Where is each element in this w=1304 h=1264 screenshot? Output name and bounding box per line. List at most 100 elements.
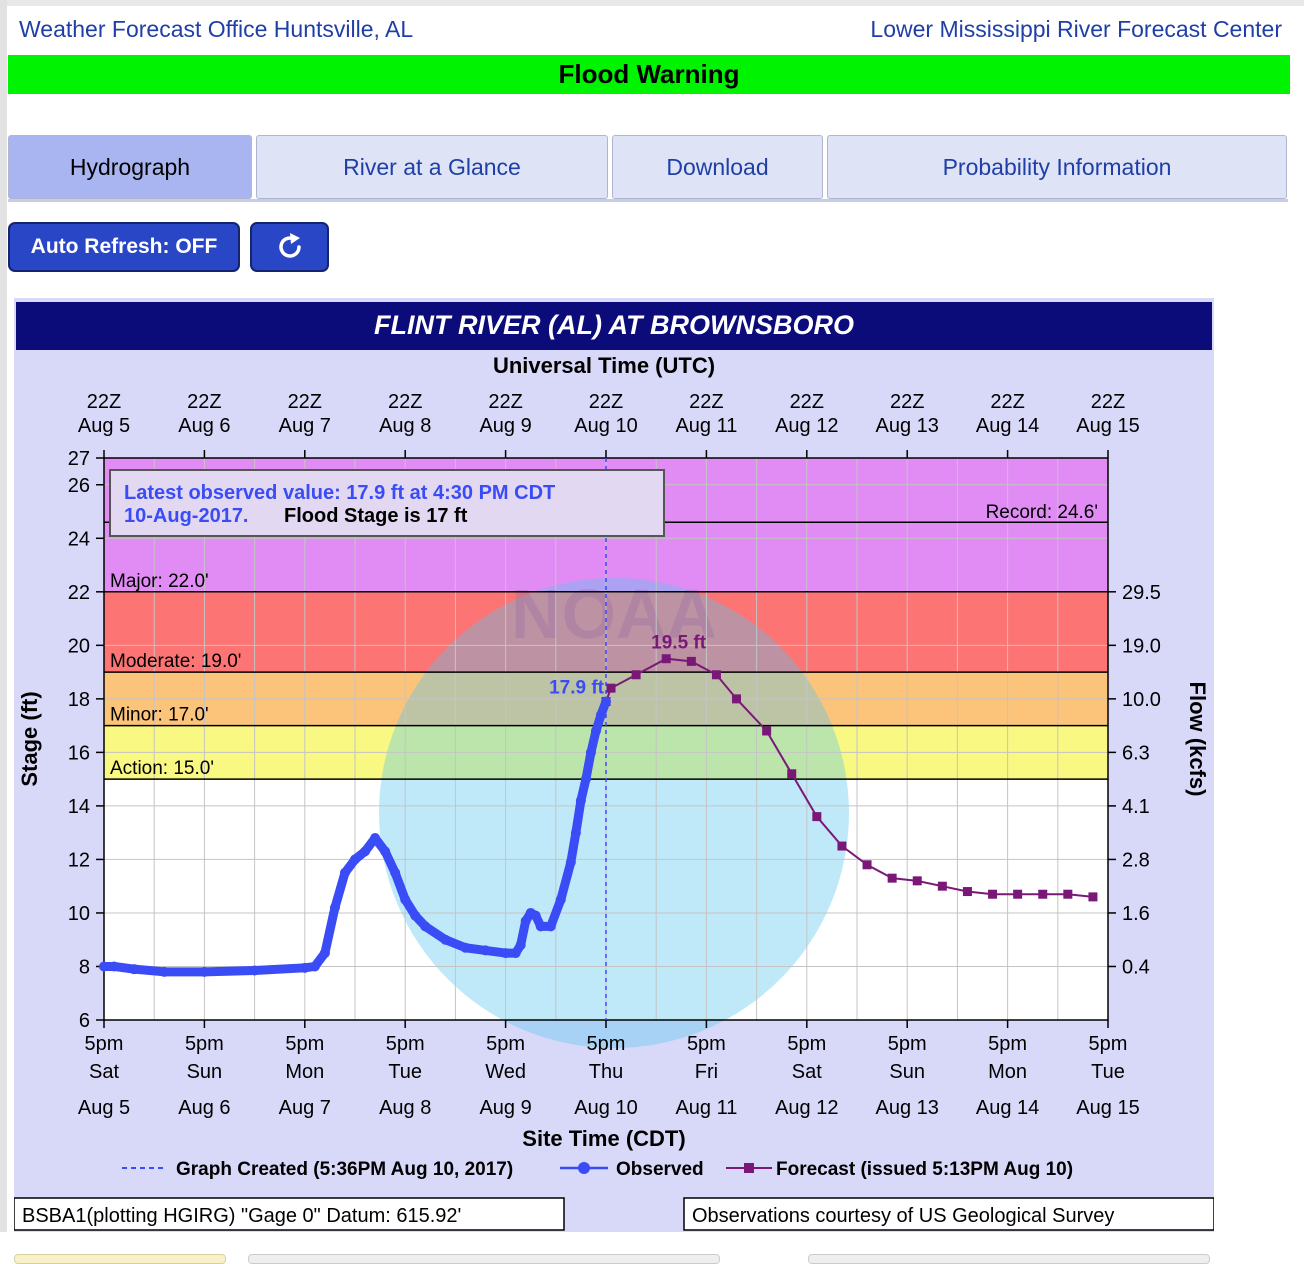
observed-point: [370, 833, 381, 844]
utc-tick-time: 22Z: [388, 391, 422, 413]
observed-point: [510, 948, 521, 959]
forecast-point: [937, 881, 947, 891]
forecast-point: [686, 656, 696, 666]
utc-tick-date: Aug 9: [479, 415, 531, 437]
observed-point: [500, 948, 511, 959]
forecast-point: [988, 889, 998, 899]
band-label: Minor: 17.0': [110, 705, 209, 726]
tab-probability-information[interactable]: Probability Information: [827, 135, 1287, 199]
observed-point: [299, 962, 310, 973]
utc-tick-time: 22Z: [87, 391, 121, 413]
forecast-point: [606, 683, 616, 693]
utc-tick-date: Aug 8: [379, 415, 431, 437]
local-tick-time: 5pm: [486, 1033, 525, 1055]
y-tick-label: 20: [68, 635, 90, 657]
y-tick-label: 24: [68, 528, 90, 550]
local-tick-day: Thu: [589, 1061, 623, 1083]
info-box-date: 10-Aug-2017.: [124, 505, 249, 527]
local-tick-date: Aug 12: [775, 1097, 838, 1119]
observed-point: [390, 867, 401, 878]
local-tick-time: 5pm: [687, 1033, 726, 1055]
utc-tick-time: 22Z: [1091, 391, 1125, 413]
wfo-link[interactable]: Weather Forecast Office Huntsville, AL: [19, 16, 414, 42]
refresh-icon: [278, 233, 301, 258]
bottom-panel-left: [14, 1254, 226, 1264]
y-tick-label: 22: [68, 582, 90, 604]
observed-point: [329, 902, 340, 913]
observed-point: [595, 709, 606, 720]
observed-point: [585, 747, 596, 758]
observed-point: [319, 948, 330, 959]
refresh-button[interactable]: [250, 222, 329, 272]
observed-point: [159, 966, 170, 977]
utc-tick-date: Aug 13: [876, 415, 939, 437]
observed-point: [350, 854, 360, 865]
y-tick-label: 16: [68, 742, 90, 764]
observed-point: [309, 961, 320, 972]
utc-tick-time: 22Z: [990, 391, 1024, 413]
utc-tick-time: 22Z: [187, 391, 221, 413]
observed-point: [199, 966, 210, 977]
local-tick-day: Mon: [988, 1061, 1027, 1083]
flood-warning-banner: Flood Warning: [8, 55, 1290, 94]
bottom-panel-right: [808, 1254, 1210, 1264]
crest-label: 19.5 ft: [651, 633, 707, 654]
legend-observed-marker: [578, 1162, 590, 1174]
local-tick-day: Sat: [792, 1061, 822, 1083]
band-label: Action: 15.0': [110, 758, 214, 779]
observed-value-label: 17.9 ft: [549, 678, 605, 699]
utc-tick-time: 22Z: [488, 391, 522, 413]
local-tick-day: Tue: [388, 1061, 422, 1083]
info-box-line1: Latest observed value: 17.9 ft at 4:30 P…: [124, 482, 555, 504]
observed-point: [565, 857, 576, 868]
local-tick-date: Aug 15: [1076, 1097, 1139, 1119]
forecast-point: [787, 769, 797, 779]
tab-download[interactable]: Download: [612, 135, 823, 199]
utc-tick-date: Aug 10: [574, 415, 637, 437]
utc-tick-time: 22Z: [288, 391, 322, 413]
tab-river-at-a-glance[interactable]: River at a Glance: [256, 135, 608, 199]
forecast-point: [631, 670, 641, 680]
flow-tick-label: 2.8: [1122, 849, 1150, 871]
auto-refresh-button[interactable]: Auto Refresh: OFF: [8, 222, 240, 272]
record-label: Record: 24.6': [986, 502, 1098, 523]
forecast-point: [837, 841, 847, 851]
local-tick-date: Aug 9: [479, 1097, 531, 1119]
utc-tick-date: Aug 12: [775, 415, 838, 437]
utc-tick-time: 22Z: [890, 391, 924, 413]
flow-tick-label: 1.6: [1122, 903, 1150, 925]
hydrograph-panel: FLINT RIVER (AL) AT BROWNSBORO Universal …: [14, 298, 1214, 1232]
page-top-edge: [0, 0, 1304, 6]
forecast-point: [812, 812, 822, 822]
local-tick-day: Sun: [889, 1061, 925, 1083]
noaa-watermark-circle: [379, 578, 849, 1048]
rfc-link[interactable]: Lower Mississippi River Forecast Center: [870, 16, 1282, 42]
observed-point: [575, 795, 586, 806]
info-box-flood-stage: Flood Stage is 17 ft: [284, 505, 468, 527]
local-tick-date: Aug 6: [178, 1097, 230, 1119]
footer-right-box: [683, 1197, 1214, 1231]
top-axis-title: Universal Time (UTC): [493, 353, 715, 378]
forecast-point: [862, 860, 872, 870]
observed-point: [555, 894, 566, 905]
utc-tick-date: Aug 14: [976, 415, 1039, 437]
y-tick-label: 12: [68, 849, 90, 871]
observed-point: [99, 961, 109, 972]
local-tick-day: Fri: [695, 1061, 718, 1083]
local-tick-time: 5pm: [185, 1033, 224, 1055]
forecast-point: [661, 654, 671, 664]
tab-hydrograph[interactable]: Hydrograph: [8, 135, 252, 199]
local-tick-date: Aug 8: [379, 1097, 431, 1119]
utc-tick-date: Aug 11: [675, 415, 737, 437]
observed-point: [520, 915, 531, 926]
flow-tick-label: 6.3: [1122, 742, 1150, 764]
observed-point: [570, 827, 581, 838]
local-tick-day: Wed: [485, 1061, 526, 1083]
local-tick-day: Sun: [187, 1061, 223, 1083]
observed-point: [590, 725, 601, 736]
flow-tick-label: 10.0: [1122, 689, 1161, 711]
forecast-point: [1038, 889, 1048, 899]
y-tick-label: 14: [68, 796, 90, 818]
local-tick-day: Tue: [1091, 1061, 1125, 1083]
local-tick-date: Aug 14: [976, 1097, 1039, 1119]
